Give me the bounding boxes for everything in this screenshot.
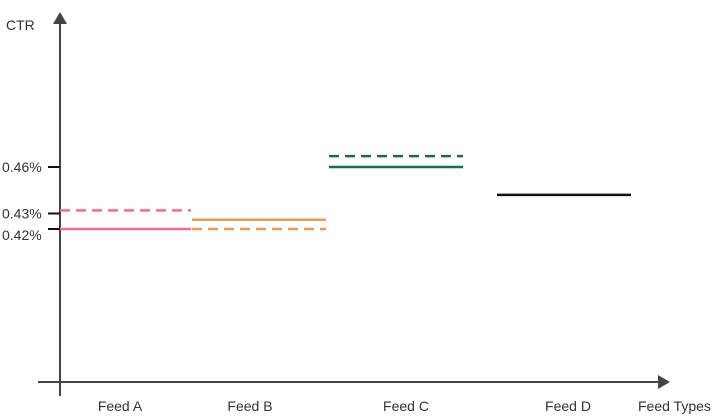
x-tick-label: Feed A <box>98 398 143 414</box>
x-axis-label: Feed Types <box>638 398 711 414</box>
x-tick-label: Feed C <box>383 398 429 414</box>
y-tick-label: 0.46% <box>2 159 42 175</box>
y-axis-arrow <box>53 12 67 24</box>
x-axis-labels: Feed A Feed B Feed C Feed D <box>98 398 591 414</box>
y-tick-label: 0.43% <box>2 206 42 222</box>
axes <box>38 12 670 396</box>
x-tick-label: Feed B <box>227 398 272 414</box>
y-tick-label: 0.42% <box>2 227 42 243</box>
x-tick-label: Feed D <box>545 398 591 414</box>
x-axis-arrow <box>658 375 670 389</box>
y-axis-label: CTR <box>6 17 35 33</box>
y-axis-ticks: 0.46% 0.43% 0.42% <box>2 159 60 243</box>
ctr-marks <box>60 154 631 231</box>
